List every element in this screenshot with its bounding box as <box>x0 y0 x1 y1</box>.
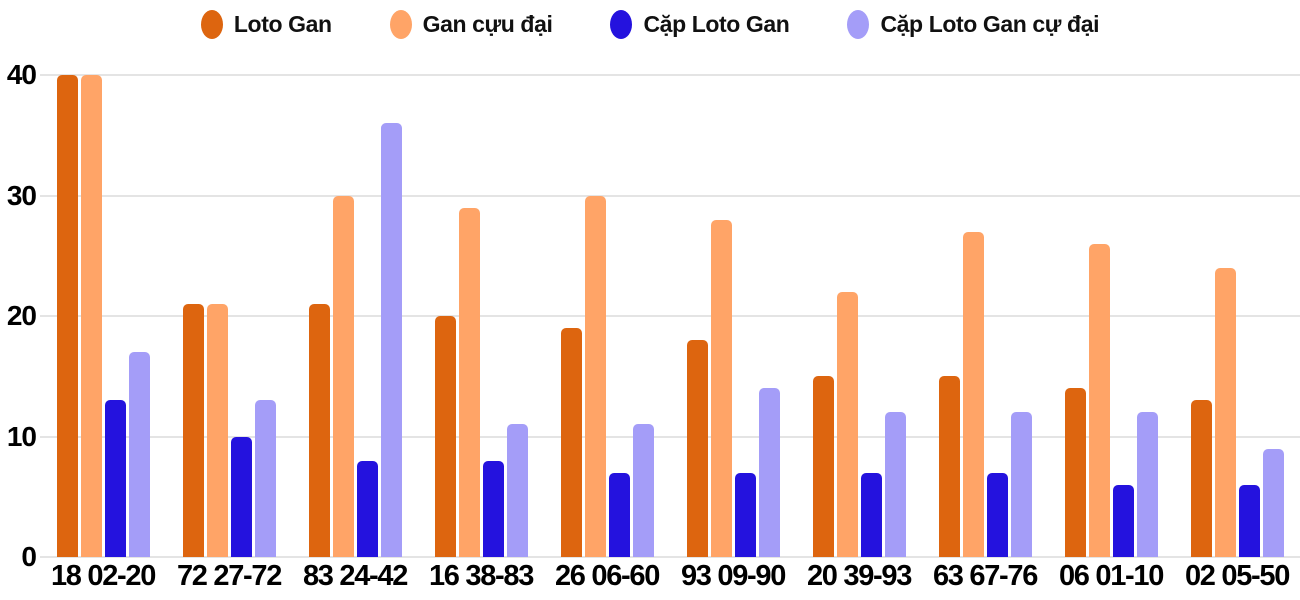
y-tick-label-10: 10 <box>6 420 37 452</box>
bar[interactable] <box>962 231 984 557</box>
x-category-label-4: 26 06-60 <box>554 560 660 592</box>
bar[interactable] <box>812 376 834 557</box>
bar[interactable] <box>356 460 378 557</box>
bar-group-9 <box>1174 75 1300 557</box>
x-category-label-0: 18 02-20 <box>50 560 156 592</box>
bar-group-4 <box>544 75 670 557</box>
bar[interactable] <box>734 472 756 557</box>
bar[interactable] <box>182 303 204 557</box>
legend-dot-cap-loto-gan-cu-dai-icon <box>847 10 870 39</box>
x-category-label-8: 06 01-10 <box>1058 560 1164 592</box>
bar[interactable] <box>506 424 528 557</box>
bar[interactable] <box>254 400 276 557</box>
bar[interactable] <box>56 75 78 557</box>
bar[interactable] <box>128 352 150 557</box>
bar[interactable] <box>104 400 126 557</box>
bar-groups <box>40 75 1300 557</box>
legend-dot-cap-loto-gan-icon <box>610 10 633 39</box>
bar[interactable] <box>1214 267 1236 557</box>
bar[interactable] <box>1262 448 1284 557</box>
y-tick-label-40: 40 <box>6 59 37 90</box>
bar[interactable] <box>434 316 456 557</box>
x-category-label-3: 16 38-83 <box>428 560 534 592</box>
bar-group-2 <box>292 75 418 557</box>
bar[interactable] <box>860 472 882 557</box>
bar[interactable] <box>836 291 858 557</box>
x-category-label-6: 20 39-93 <box>806 560 912 592</box>
bar[interactable] <box>1088 243 1110 557</box>
gridline-40 <box>40 74 1300 76</box>
legend-dot-loto-gan-icon <box>200 10 223 39</box>
legend-label-cap-loto-gan: Cặp Loto Gan <box>643 11 790 37</box>
bar[interactable] <box>482 460 504 557</box>
bar-group-6 <box>796 75 922 557</box>
gridline-30 <box>40 194 1300 197</box>
bar[interactable] <box>380 123 402 557</box>
bar[interactable] <box>884 412 906 557</box>
y-tick-label-0: 0 <box>21 541 37 572</box>
x-category-label-1: 72 27-72 <box>176 560 282 592</box>
x-category-label-9: 02 05-50 <box>1184 560 1290 592</box>
gridline-10 <box>40 435 1300 438</box>
bar[interactable] <box>1238 484 1260 557</box>
bar[interactable] <box>1010 412 1032 557</box>
x-category-label-7: 63 67-76 <box>932 560 1038 592</box>
bar[interactable] <box>758 388 780 557</box>
bar[interactable] <box>632 424 654 557</box>
y-tick-label-20: 20 <box>6 300 37 331</box>
chart-legend: Loto Gan Gan cựu đại Cặp Loto Gan Cặp Lo… <box>0 10 1300 39</box>
bar[interactable] <box>710 219 732 557</box>
bar[interactable] <box>80 75 102 557</box>
bar-group-1 <box>166 75 292 557</box>
bar-group-0 <box>40 75 166 557</box>
bar[interactable] <box>230 436 252 557</box>
x-axis-labels: 18 02-20 72 27-72 83 24-42 16 38-83 26 06-60… <box>40 559 1300 593</box>
bar[interactable] <box>308 303 330 557</box>
bar[interactable] <box>206 303 228 557</box>
bar-group-7 <box>922 75 1048 557</box>
bar[interactable] <box>986 472 1008 557</box>
legend-item-gan-cuu-dai[interactable]: Gan cựu đại <box>389 10 553 39</box>
legend-dot-gan-cuu-dai-icon <box>389 10 412 39</box>
bar[interactable] <box>458 207 480 557</box>
bar[interactable] <box>332 195 354 557</box>
legend-label-cap-loto-gan-cu-dai: Cặp Loto Gan cự đại <box>880 11 1100 37</box>
bar-group-5 <box>670 75 796 557</box>
bar-group-3 <box>418 75 544 557</box>
gridline-0 <box>40 556 1300 558</box>
bar[interactable] <box>938 376 960 557</box>
bar-group-8 <box>1048 75 1174 557</box>
x-category-label-5: 93 09-90 <box>680 560 786 592</box>
x-category-label-2: 83 24-42 <box>302 560 408 592</box>
bar[interactable] <box>686 340 708 557</box>
legend-item-loto-gan[interactable]: Loto Gan <box>200 10 332 39</box>
bar[interactable] <box>584 195 606 557</box>
legend-item-cap-loto-gan-cu-dai[interactable]: Cặp Loto Gan cự đại <box>847 10 1099 39</box>
bar[interactable] <box>1136 412 1158 557</box>
gridline-20 <box>40 315 1300 317</box>
bar[interactable] <box>560 328 582 557</box>
plot-area <box>40 74 1300 558</box>
bar[interactable] <box>1190 400 1212 557</box>
y-tick-label-30: 30 <box>6 179 37 211</box>
bar[interactable] <box>1064 388 1086 557</box>
legend-label-gan-cuu-dai: Gan cựu đại <box>422 11 553 37</box>
bar[interactable] <box>608 472 630 557</box>
legend-label-loto-gan: Loto Gan <box>233 11 332 37</box>
legend-item-cap-loto-gan[interactable]: Cặp Loto Gan <box>610 10 790 39</box>
bar[interactable] <box>1112 484 1134 557</box>
